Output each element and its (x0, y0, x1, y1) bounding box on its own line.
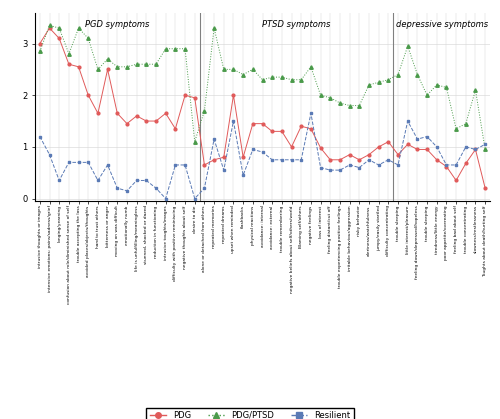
Legend: PDG, PDG/PTSD, Resilient: PDG, PDG/PTSD, Resilient (146, 408, 354, 419)
Text: PGD symptoms: PGD symptoms (85, 20, 150, 29)
Text: PTSD symptoms: PTSD symptoms (262, 20, 330, 29)
Text: depressive symptoms: depressive symptoms (396, 20, 488, 29)
